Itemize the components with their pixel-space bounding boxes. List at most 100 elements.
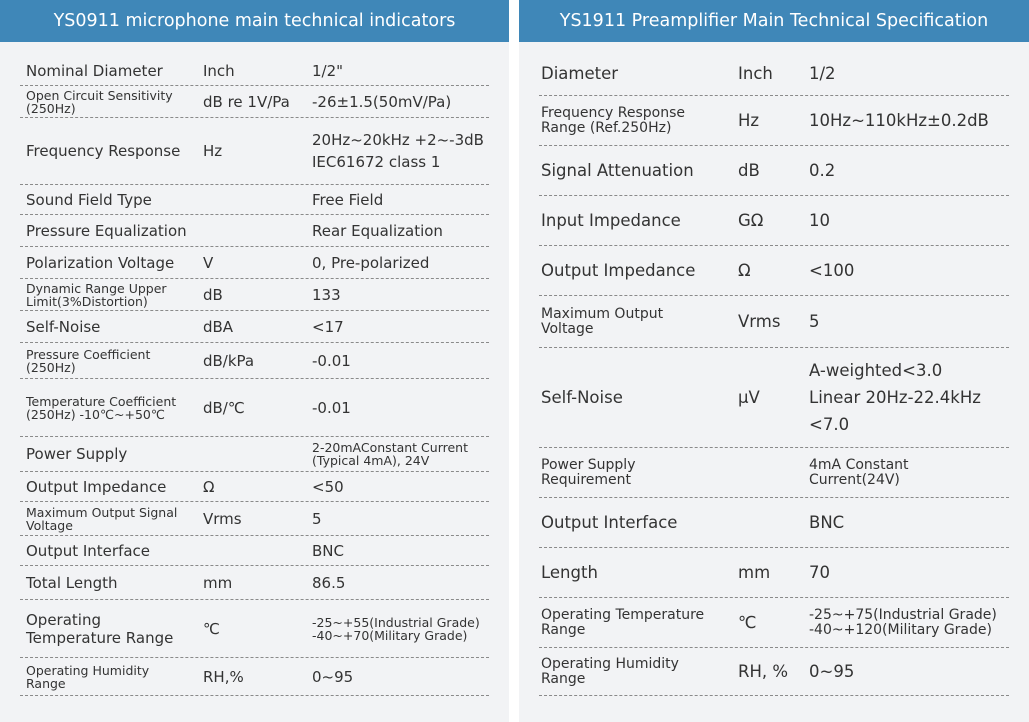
spec-value: 5 [809,311,820,331]
preamplifier-spec-title: YS1911 Preamplifier Main Technical Speci… [519,0,1029,42]
spec-row: Self-Noise μV A-weighted<3.0 Linear 20Hz-… [539,348,1009,448]
spec-unit: RH,% [203,667,244,686]
spec-row: Dynamic Range Upper Limit(3%Distortion) … [20,279,489,311]
spec-value: A-weighted<3.0 Linear 20Hz-22.4kHz <7.0 [809,357,981,438]
spec-unit: dB [738,160,760,180]
spec-name: Frequency Response [26,142,181,160]
spec-name: Diameter [541,63,619,83]
spec-value: 2-20mAConstant Current (Typical 4mA), 24… [312,440,468,468]
spec-unit: dB/℃ [203,398,245,417]
spec-unit: ℃ [738,612,757,632]
spec-name: Power Supply [26,445,128,463]
spec-unit: dB/kPa [203,351,255,370]
spec-value: 1/2 [809,63,836,83]
spec-value-line: A-weighted<3.0 [809,361,943,380]
spec-value: <50 [312,477,344,496]
spec-unit: dBA [203,317,234,336]
spec-value: 10 [809,210,830,230]
spec-unit: GΩ [738,210,764,230]
spec-name: Length [541,562,598,582]
spec-value-line: <7.0 [809,415,850,434]
spec-name: Power Supply Requirement [541,456,636,488]
spec-unit: dB re 1V/Pa [203,92,290,111]
spec-name: Dynamic Range Upper Limit(3%Distortion) [26,280,167,309]
spec-row: Output Interface BNC [539,498,1009,548]
spec-name: Sound Field Type [26,190,152,209]
spec-row: Operating Humidity Range RH,% 0~95 [20,658,489,696]
spec-name: Nominal Diameter [26,61,163,80]
spec-unit: Inch [203,61,235,80]
spec-unit: V [203,253,214,272]
spec-row: Sound Field Type Free Field [20,185,489,215]
spec-value: <17 [312,317,344,336]
preamplifier-spec-panel: YS1911 Preamplifier Main Technical Speci… [519,0,1029,722]
spec-row: Maximum Output Signal Voltage Vrms 5 [20,502,489,536]
spec-value: 10Hz~110kHz±0.2dB [809,110,989,130]
spec-unit: Hz [203,142,223,160]
spec-value: BNC [809,512,845,532]
spec-row: Pressure Equalization Rear Equalization [20,215,489,247]
spec-name: Self-Noise [541,387,623,407]
microphone-spec-panel: YS0911 microphone main technical indicat… [0,0,509,722]
spec-name: Output Impedance [26,477,167,496]
spec-name: Input Impedance [541,210,681,230]
spec-row: Output Impedance Ω <50 [20,472,489,502]
spec-row: Operating Temperature Range ℃ -25~+55(In… [20,600,489,658]
spec-name: Maximum Output Voltage [541,305,664,337]
spec-value: -25~+75(Industrial Grade) -40~+120(Milit… [809,606,997,638]
spec-value-line: Linear 20Hz-22.4kHz [809,388,981,407]
spec-unit: Inch [738,63,773,83]
spec-value: -0.01 [312,398,351,417]
spec-row: Self-Noise dBA <17 [20,311,489,343]
spec-value: Rear Equalization [312,221,443,240]
spec-name: Temperature Coefficient (250Hz) -10℃~+50… [26,393,177,422]
spec-row: Power Supply Requirement 4mA Constant Cu… [539,448,1009,498]
spec-row: Input Impedance GΩ 10 [539,196,1009,246]
spec-value: 70 [809,562,830,582]
microphone-spec-title: YS0911 microphone main technical indicat… [0,0,509,42]
spec-row: Open Circuit Sensitivity (250Hz) dB re 1… [20,86,489,118]
spec-name: Output Interface [541,512,678,532]
spec-value: 86.5 [312,573,346,592]
spec-value: -26±1.5(50mV/Pa) [312,92,452,111]
spec-row: Length mm 70 [539,548,1009,598]
spec-name: Self-Noise [26,317,101,336]
spec-name: Output Interface [26,541,151,560]
spec-name: Signal Attenuation [541,160,694,180]
spec-unit: Ω [203,477,215,496]
spec-name: Polarization Voltage [26,253,175,272]
spec-row: Polarization Voltage V 0, Pre-polarized [20,247,489,279]
spec-unit: ℃ [203,619,220,638]
spec-name: Output Impedance [541,260,696,280]
spec-row: Diameter Inch 1/2 [539,52,1009,96]
spec-name: Operating Humidity Range [26,662,150,691]
spec-value: Free Field [312,190,384,209]
spec-value: 1/2" [312,61,344,80]
spec-row: Operating Humidity Range RH, % 0~95 [539,648,1009,696]
spec-unit: Vrms [203,509,242,528]
spec-row: Output Impedance Ω <100 [539,246,1009,296]
spec-value-line: 20Hz~20kHz +2~-3dB [312,131,484,149]
spec-unit: Vrms [738,311,781,331]
spec-unit: Ω [738,260,751,280]
spec-value: 133 [312,285,341,304]
spec-value: 20Hz~20kHz +2~-3dB IEC61672 class 1 [312,129,484,173]
spec-value: 0.2 [809,160,836,180]
spec-row: Signal Attenuation dB 0.2 [539,146,1009,196]
spec-value: 4mA Constant Current(24V) [809,456,909,488]
spec-value: BNC [312,541,344,560]
spec-row: Output Interface BNC [20,536,489,566]
spec-name: Frequency Response Range (Ref.250Hz) [541,104,686,136]
spec-value: 0~95 [312,667,354,686]
spec-value: 0~95 [809,661,855,681]
spec-row: Total Length mm 86.5 [20,566,489,600]
spec-row: Frequency Response Hz 20Hz~20kHz +2~-3dB… [20,118,489,185]
spec-row: Operating Temperature Range ℃ -25~+75(In… [539,598,1009,648]
spec-value: 0, Pre-polarized [312,253,430,272]
spec-name: Operating Temperature Range [26,610,174,647]
spec-row: Power Supply 2-20mAConstant Current (Typ… [20,437,489,472]
spec-value: -0.01 [312,351,351,370]
spec-row: Pressure Coefficient (250Hz) dB/kPa -0.0… [20,343,489,379]
spec-name: Pressure Coefficient (250Hz) [26,346,151,375]
spec-row: Frequency Response Range (Ref.250Hz) Hz … [539,96,1009,146]
